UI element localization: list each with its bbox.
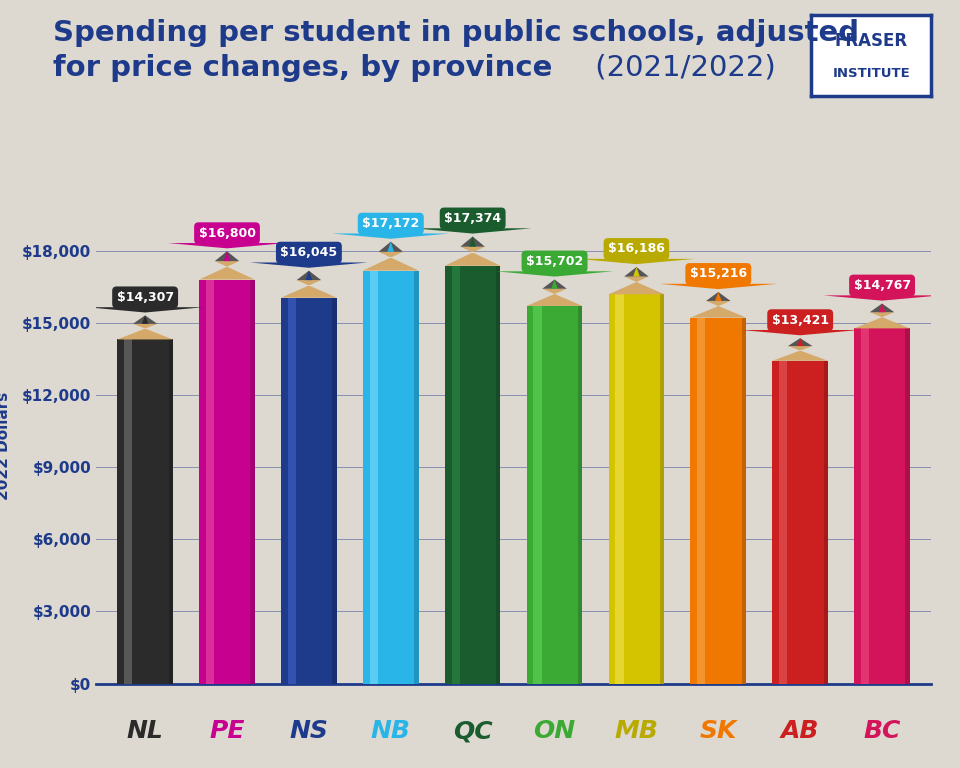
Polygon shape (715, 292, 722, 301)
Text: QC: QC (453, 719, 492, 743)
Bar (332, 298, 337, 684)
Polygon shape (660, 284, 778, 289)
Bar (742, 318, 746, 684)
Polygon shape (388, 242, 395, 252)
Bar (861, 329, 869, 684)
Bar (773, 361, 828, 684)
Bar (779, 361, 787, 684)
Bar (205, 280, 214, 684)
Bar (444, 266, 500, 684)
Text: $16,186: $16,186 (608, 243, 665, 256)
Text: PE: PE (209, 719, 245, 743)
Text: SK: SK (700, 719, 737, 743)
Polygon shape (578, 259, 695, 264)
Polygon shape (281, 280, 337, 298)
Polygon shape (878, 303, 885, 313)
Polygon shape (250, 263, 368, 268)
Polygon shape (495, 271, 613, 276)
Text: (2021/2022): (2021/2022) (586, 54, 776, 81)
Polygon shape (332, 233, 449, 239)
Polygon shape (168, 243, 286, 248)
Polygon shape (870, 303, 895, 313)
Text: $16,045: $16,045 (280, 246, 338, 259)
Bar (117, 339, 173, 684)
Polygon shape (706, 292, 731, 301)
Bar (496, 266, 500, 684)
Bar (690, 318, 746, 684)
Text: $14,767: $14,767 (853, 279, 911, 292)
Bar (697, 318, 706, 684)
Bar (281, 298, 337, 684)
Polygon shape (132, 316, 157, 324)
Polygon shape (305, 270, 312, 280)
Polygon shape (444, 247, 500, 266)
Text: $17,172: $17,172 (362, 217, 420, 230)
Text: Spending per student in public schools, adjusted: Spending per student in public schools, … (53, 19, 859, 47)
Bar (363, 270, 419, 684)
Bar (288, 298, 296, 684)
Bar (169, 339, 173, 684)
Polygon shape (378, 242, 403, 252)
Polygon shape (86, 307, 204, 313)
Bar (370, 270, 378, 684)
Text: $15,702: $15,702 (526, 255, 583, 268)
Text: $17,374: $17,374 (444, 212, 501, 225)
Bar (609, 294, 664, 684)
Polygon shape (633, 267, 639, 276)
Text: $15,216: $15,216 (689, 267, 747, 280)
Polygon shape (624, 267, 649, 276)
Text: $16,800: $16,800 (199, 227, 255, 240)
Polygon shape (551, 280, 558, 289)
Text: BC: BC (863, 719, 900, 743)
Bar (451, 266, 460, 684)
Polygon shape (797, 338, 804, 346)
Bar (124, 339, 132, 684)
Text: $14,307: $14,307 (116, 291, 174, 304)
Bar (414, 270, 419, 684)
Text: NS: NS (290, 719, 328, 743)
Polygon shape (854, 313, 910, 329)
Polygon shape (199, 261, 254, 280)
Polygon shape (823, 296, 941, 300)
Polygon shape (527, 289, 583, 306)
Bar (824, 361, 828, 684)
Text: AB: AB (781, 719, 820, 743)
Bar (615, 294, 624, 684)
Polygon shape (741, 330, 859, 336)
Polygon shape (788, 338, 812, 346)
Bar (199, 280, 254, 684)
Polygon shape (215, 251, 239, 261)
Bar (905, 329, 910, 684)
Bar (534, 306, 541, 684)
Bar (854, 329, 910, 684)
Polygon shape (461, 237, 485, 247)
Text: ON: ON (534, 719, 576, 743)
Text: for price changes, by province: for price changes, by province (53, 54, 552, 81)
Text: FRASER: FRASER (834, 32, 908, 50)
Bar (527, 306, 583, 684)
Polygon shape (297, 270, 322, 280)
Polygon shape (542, 280, 566, 289)
Polygon shape (773, 346, 828, 361)
Text: $13,421: $13,421 (772, 313, 828, 326)
Polygon shape (414, 228, 532, 233)
Y-axis label: 2022 Dollars: 2022 Dollars (0, 392, 11, 499)
Polygon shape (690, 301, 746, 318)
Polygon shape (609, 276, 664, 294)
Text: NB: NB (371, 719, 411, 743)
Bar (578, 306, 583, 684)
Bar (660, 294, 664, 684)
Polygon shape (469, 237, 476, 247)
Text: MB: MB (614, 719, 659, 743)
Bar (251, 280, 254, 684)
Polygon shape (363, 252, 419, 270)
Polygon shape (117, 324, 173, 339)
Text: NL: NL (127, 719, 163, 743)
Polygon shape (224, 251, 230, 261)
Polygon shape (142, 316, 149, 324)
Text: INSTITUTE: INSTITUTE (832, 67, 910, 80)
